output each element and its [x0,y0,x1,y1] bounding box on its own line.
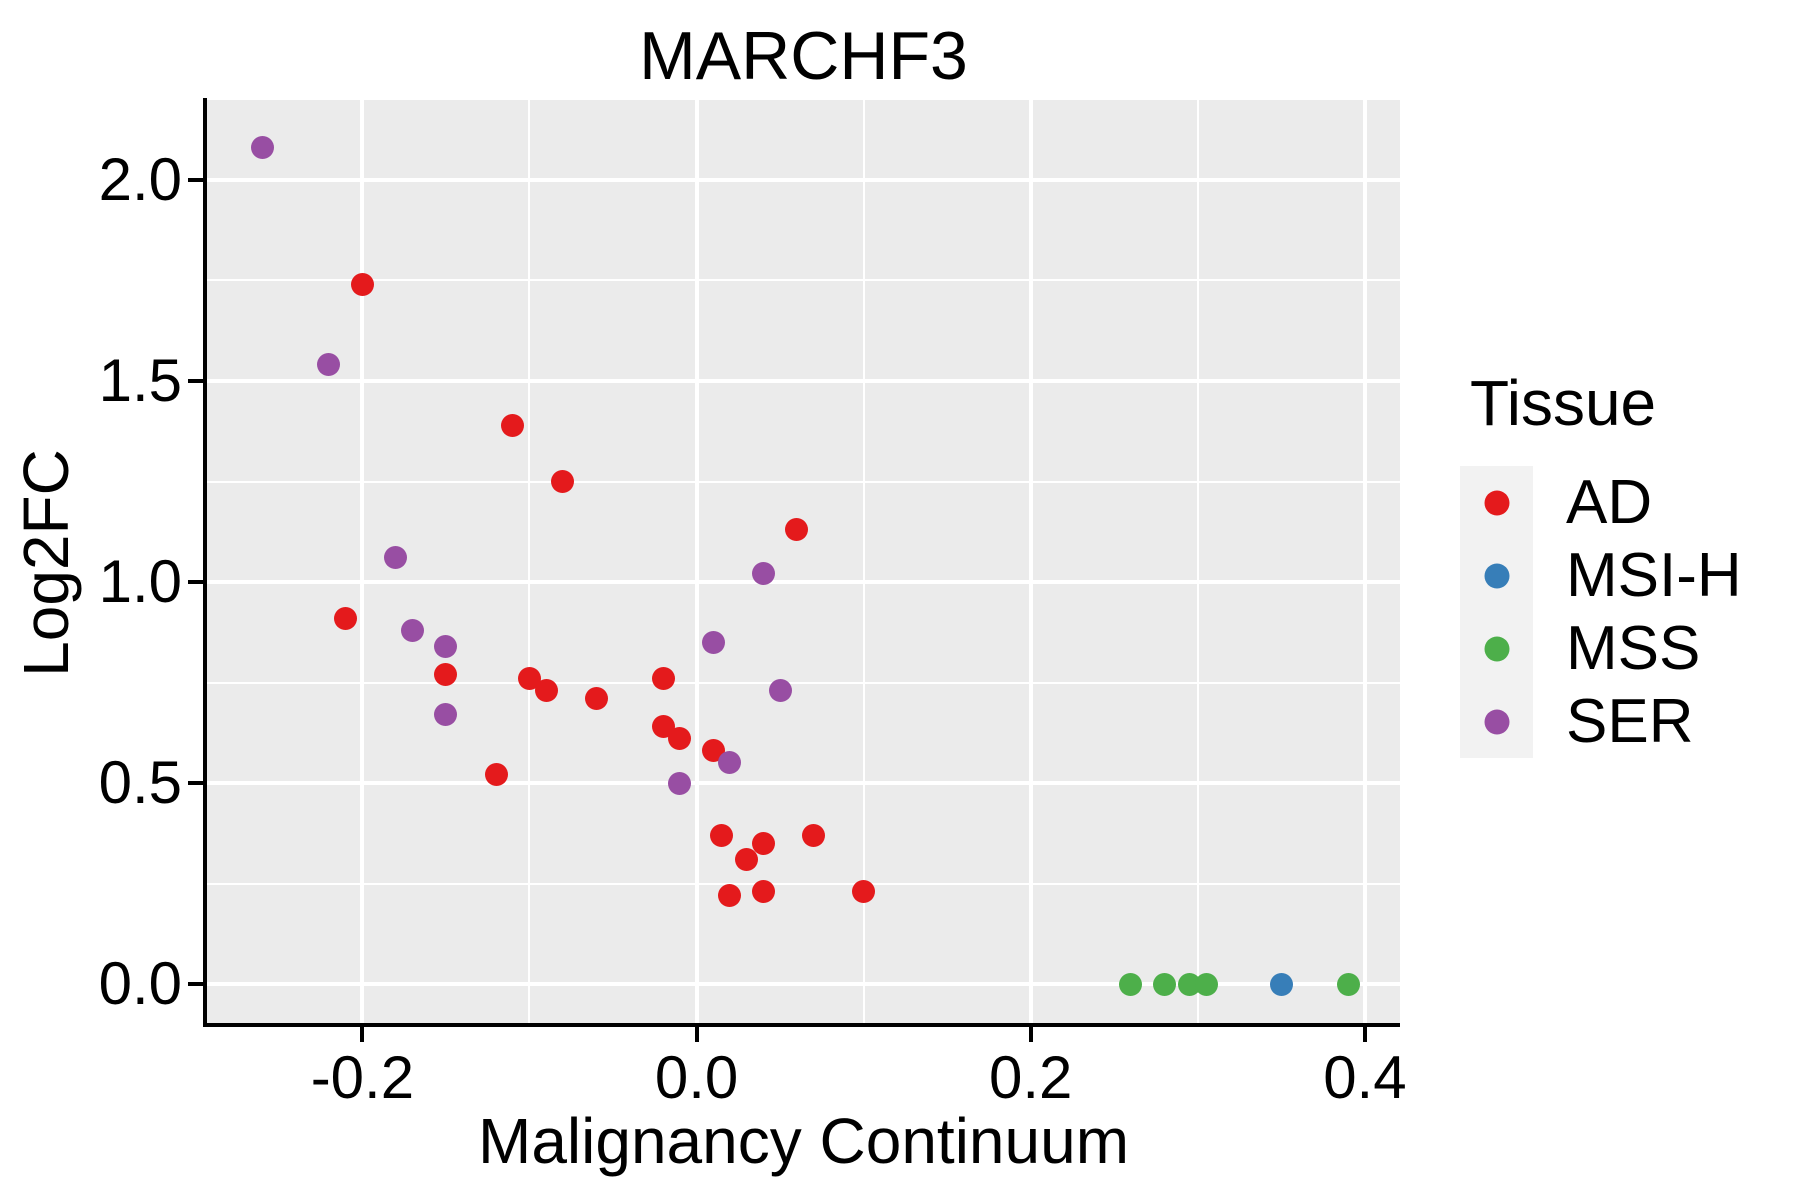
data-point-ser [317,353,341,377]
x-axis-line [203,1023,1400,1027]
gridline-minor-v [528,100,531,1023]
legend: Tissue AD MSI-H MSS SER [1460,368,1790,758]
gridline-major-h [207,379,1400,383]
data-point-ad [668,727,692,751]
data-point-ser [701,630,725,654]
data-point-ad [584,687,608,711]
data-point-ad [350,273,374,297]
data-point-ad [718,884,742,908]
legend-key [1460,612,1533,685]
data-point-msi-h [1269,972,1293,996]
legend-dot-icon [1484,636,1509,661]
data-point-ad [751,831,775,855]
gridline-major-h [207,781,1400,785]
gridline-major-v [1362,100,1367,1023]
legend-title: Tissue [1470,367,1657,439]
data-point-ad [852,880,876,904]
legend-item-msi-h: MSI-H [1460,539,1790,612]
data-point-ser [751,562,775,586]
data-point-ad [434,662,458,686]
data-point-ad [517,666,541,690]
y-tick-label: 0.0 [98,950,182,1017]
legend-dot-icon [1484,490,1509,515]
legend-key [1460,466,1533,539]
gridline-major-h [207,580,1400,584]
plot-panel [207,100,1400,1023]
data-point-ad [501,413,525,437]
data-point-mss [1119,972,1143,996]
legend-dot-icon [1484,709,1509,734]
data-point-mss [1177,972,1201,996]
data-point-ser [768,679,792,703]
data-point-ad [484,763,508,787]
y-axis-line [203,98,207,1027]
legend-item-label: MSS [1566,613,1701,683]
x-tick [1028,1027,1033,1042]
data-point-ad [785,518,809,542]
data-point-ser [250,136,274,160]
gridline-major-h [207,177,1400,182]
x-tick [1362,1027,1367,1042]
gridline-major-v [1028,100,1033,1023]
y-tick-label: 1.0 [98,548,182,615]
data-point-ser [718,751,742,775]
data-point-ser [434,703,458,727]
data-point-ad [534,679,558,703]
data-point-ad [802,823,826,847]
y-axis-title: Log2FC [10,449,82,677]
data-point-mss [1152,972,1176,996]
data-point-mss [1336,972,1360,996]
gridline-minor-v [1196,100,1199,1023]
y-tick [188,982,203,986]
gridline-minor-h [207,882,1400,885]
legend-items: AD MSI-H MSS SER [1460,466,1790,758]
x-tick-label: 0.0 [654,1044,739,1111]
data-point-mss [1194,972,1218,996]
y-tick [188,177,203,182]
legend-dot-icon [1484,563,1509,588]
legend-item-ad: AD [1460,466,1790,539]
legend-item-mss: MSS [1460,612,1790,685]
legend-item-label: MSI-H [1566,540,1742,610]
gridline-major-h [207,982,1400,986]
gridline-minor-h [207,480,1400,483]
plot-title: MARCHF3 [639,18,968,94]
x-tick-label: -0.2 [310,1044,415,1111]
x-axis-title: Malignancy Continuum [478,1105,1129,1177]
data-point-ser [434,634,458,658]
gridline-minor-h [207,681,1400,684]
legend-item-label: AD [1566,467,1653,537]
x-tick-label: 0.4 [1323,1044,1407,1111]
data-point-ad [334,606,358,630]
data-point-ad [735,847,759,871]
y-tick [188,580,203,584]
y-tick-label: 0.5 [98,749,182,816]
gridline-major-v [694,100,699,1023]
legend-item-ser: SER [1460,685,1790,758]
legend-key [1460,685,1533,758]
gridline-minor-v [862,100,865,1023]
y-tick-label: 2.0 [98,145,182,213]
y-tick [188,781,203,785]
y-tick [188,379,203,383]
gridline-major-v [360,100,365,1023]
x-tick [694,1027,699,1042]
y-tick-label: 1.5 [98,347,182,414]
data-point-ad [710,823,734,847]
gridline-minor-h [207,279,1400,282]
data-point-ad [551,470,575,493]
data-point-ser [401,618,425,642]
x-tick [360,1027,365,1042]
data-point-ser [384,546,408,570]
data-point-ad [751,880,775,904]
x-tick-label: 0.2 [989,1044,1073,1111]
data-point-ad [651,666,675,690]
legend-item-label: SER [1566,686,1694,756]
data-point-ser [668,771,692,795]
legend-key [1460,539,1533,612]
